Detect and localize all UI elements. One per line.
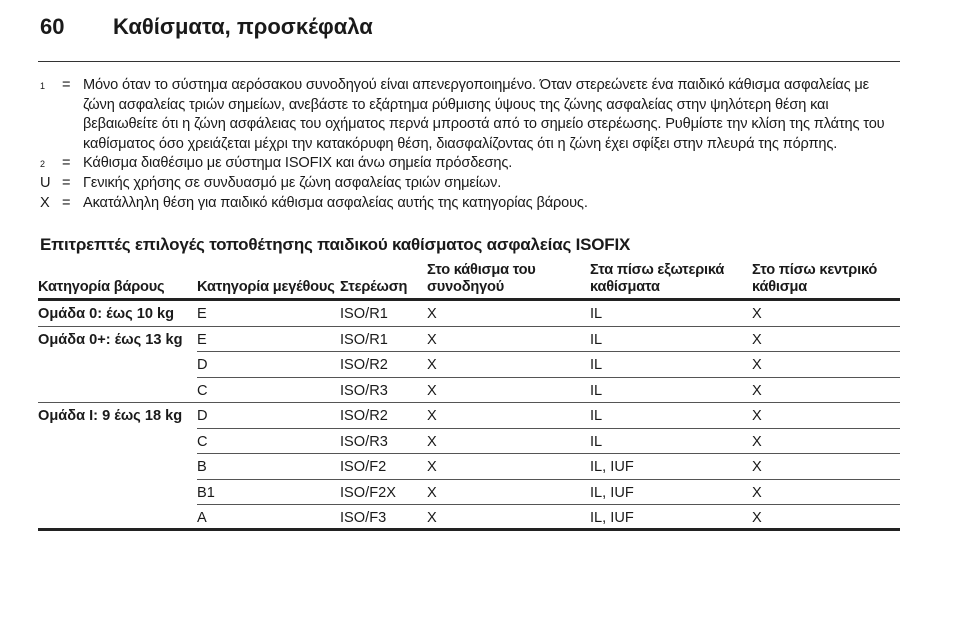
table-cell: X (427, 357, 437, 373)
footnote-marker: 1 (40, 76, 62, 154)
footnotes: 1 = Μόνο όταν το σύστημα αερόσακου συνοδηγ… (40, 76, 902, 213)
footnote-marker-text: 2 (40, 159, 46, 170)
footnote-text: Κάθισμα διαθέσιμο με σύστημα ISOFIX και … (83, 155, 513, 172)
table-cell: X (752, 331, 762, 348)
table-cell: D (197, 357, 208, 373)
table-row: D ISO/R2 X IL X (38, 352, 900, 378)
equals-sign: = (62, 155, 71, 172)
table-cell: E (197, 306, 207, 322)
column-header: Στο πίσω κεντρικό κάθισμα (752, 262, 878, 295)
table-cell: X (752, 459, 762, 475)
table-cell: X (752, 510, 762, 526)
column-header: Στερέωση (340, 279, 408, 295)
table-cell: ISO/R2 (340, 408, 388, 424)
table-row: C ISO/R3 X IL X (38, 429, 900, 454)
column-header: Κατηγορία βάρους (38, 279, 165, 295)
table-cell: C (197, 382, 208, 399)
row-divider (38, 325, 900, 327)
table-row: Ομάδα 0: έως 10 kg E ISO/R1 X IL X (38, 301, 900, 327)
table-cell: B (197, 459, 207, 475)
table-cell: IL, IUF (590, 484, 634, 501)
table-cell: X (427, 382, 437, 399)
table-cell: IL, IUF (590, 459, 634, 475)
table-cell: ISO/R2 (340, 357, 388, 373)
equals-sign: = (62, 194, 71, 211)
table-cell: Ομάδα 0+: έως 13 kg (38, 331, 183, 348)
table-cell: IL (590, 357, 603, 373)
table-row: Ομάδα 0+: έως 13 kg E ISO/R1 X IL X (38, 327, 900, 352)
equals-sign: = (62, 174, 71, 191)
table-cell: IL (590, 331, 603, 348)
footnote-text: Ακατάλληλη θέση για παιδικό κάθισμα ασφα… (83, 194, 588, 211)
equals-sign: = (62, 77, 71, 93)
footnote-marker: U (40, 174, 51, 191)
page-title: Καθίσματα, προσκέφαλα (113, 14, 373, 39)
section-title: Επιτρεπτές επιλογές τοποθέτησης παιδικού… (40, 235, 631, 254)
table-cell: Ομάδα I: 9 έως 18 kg (38, 408, 183, 424)
table-cell: D (197, 408, 208, 424)
column-header: Στο κάθισμα του συνοδηγού (427, 262, 536, 295)
page-number: 60 (40, 14, 65, 39)
table-cell: X (427, 306, 437, 322)
isofix-table: Κατηγορία βάρους Κατηγορία μεγέθους Στερέω… (38, 262, 900, 531)
row-divider (197, 453, 900, 454)
table-cell: X (752, 382, 762, 399)
table-cell: X (427, 459, 437, 475)
column-header: Στα πίσω εξωτερικά καθίσματα (590, 262, 725, 295)
footnote-marker: 2 (40, 154, 62, 174)
row-divider (38, 402, 900, 403)
table-header: Κατηγορία βάρους Κατηγορία μεγέθους Στερέω… (38, 262, 900, 301)
column-header: Κατηγορία μεγέθους (197, 279, 335, 295)
table-cell: X (427, 433, 437, 450)
table-row: Ομάδα I: 9 έως 18 kg D ISO/R2 X IL X (38, 403, 900, 429)
table-cell: X (427, 408, 437, 424)
table-cell: IL (590, 433, 603, 450)
footnote-text: Μόνο όταν το σύστημα αερόσακου συνοδηγού… (83, 77, 885, 152)
table-cell: ISO/R3 (340, 433, 388, 450)
table-body: Ομάδα 0: έως 10 kg E ISO/R1 X IL X Ομάδα 0+: έ… (38, 301, 900, 531)
table-row: C ISO/R3 X IL X (38, 378, 900, 403)
table-cell: B1 (197, 484, 215, 501)
row-divider (197, 351, 900, 352)
table-cell: IL (590, 382, 603, 399)
footnote: 1 = Μόνο όταν το σύστημα αερόσακου συνοδηγ… (40, 76, 902, 154)
footnote-marker-text: 1 (40, 81, 46, 91)
table-cell: ISO/R1 (340, 306, 388, 322)
footnote: 2 = Κάθισμα διαθέσιμο με σύστημα ISOFIX κα… (40, 154, 902, 174)
footnote: X = Ακατάλληλη θέση για παιδικό κάθισμα ασ… (40, 194, 902, 214)
table-cell: ISO/R3 (340, 382, 388, 399)
table-row: B ISO/F2 X IL, IUF X (38, 454, 900, 480)
footnote: U = Γενικής χρήσης σε συνδυασμό με ζώνη ασ… (40, 174, 902, 194)
table-cell: X (427, 484, 437, 501)
table-cell: X (752, 357, 762, 373)
table-cell: ISO/R1 (340, 331, 388, 348)
table-cell: IL, IUF (590, 510, 634, 526)
table-cell: ISO/F2X (340, 484, 396, 501)
table-row: A ISO/F3 X IL, IUF X (38, 505, 900, 531)
table-cell: E (197, 331, 207, 348)
table-cell: X (752, 408, 762, 424)
table-row: B1 ISO/F2X X IL, IUF X (38, 480, 900, 505)
table-cell: X (752, 484, 762, 501)
table-cell: A (197, 510, 207, 526)
row-divider (197, 376, 900, 378)
row-divider (197, 504, 900, 505)
table-cell: X (427, 331, 437, 348)
table-cell: ISO/F2 (340, 459, 387, 475)
row-divider (197, 427, 900, 429)
row-divider (38, 527, 900, 531)
table-cell: C (197, 433, 208, 450)
table-cell: IL (590, 408, 603, 424)
footnote-text: Γενικής χρήσης σε συνδυασμό με ζώνη ασφα… (83, 174, 502, 191)
header-divider (38, 61, 900, 62)
table-cell: Ομάδα 0: έως 10 kg (38, 306, 175, 322)
row-divider (197, 478, 900, 480)
footnote-marker: X (40, 194, 50, 211)
table-cell: X (752, 306, 762, 322)
table-cell: IL (590, 306, 603, 322)
table-cell: X (752, 433, 762, 450)
table-cell: ISO/F3 (340, 510, 387, 526)
table-cell: X (427, 510, 437, 526)
